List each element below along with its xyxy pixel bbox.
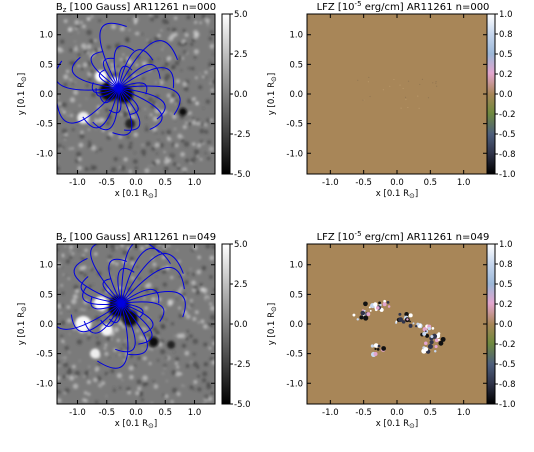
y-tick-label: -0.5: [286, 120, 303, 130]
x-tick-label: 0.5: [424, 178, 438, 188]
colorbar-tick-label: -0.5: [499, 360, 516, 370]
y-tick-label: 1.0: [39, 31, 53, 41]
colorbar-tick-label: -0.5: [499, 130, 516, 140]
colorbar-tick-label: 0.2: [499, 70, 513, 80]
y-tick-label: 1.0: [289, 31, 303, 41]
x-tick-label: 0.5: [158, 178, 172, 188]
panel-title: LFZ [10-5 erg/cm] AR11261 n=049: [317, 230, 490, 243]
plot-image: [307, 244, 487, 404]
x-tick-label: 0.5: [424, 408, 438, 418]
plot-image: [57, 244, 215, 404]
colorbar-tick-label: 2.5: [234, 280, 248, 290]
panel-title: LFZ [10-5 erg/cm] AR11261 n=000: [317, 0, 490, 13]
y-tick-label: 1.0: [289, 261, 303, 271]
colorbar: 5.0 2.5 0.0 -2.5 -5.0: [221, 10, 251, 180]
x-tick-label: 1.0: [188, 178, 202, 188]
colorbar: 1.0 0.8 0.5 0.2 0.0 -0.2 -0.5 -0.8 -1.0: [486, 10, 516, 180]
x-axis-label: x [0.1 R⊙]: [115, 419, 157, 430]
field-lines: [57, 244, 186, 369]
colorbar-tick-label: 0.5: [499, 280, 513, 290]
y-tick-label: 0.0: [39, 320, 53, 330]
colorbar-tick-label: -0.2: [499, 340, 516, 350]
y-tick-label: 1.0: [39, 261, 53, 271]
y-tick-label: 0.5: [289, 290, 303, 300]
lfz-features: [357, 76, 438, 109]
y-axis-label: y [0.1 R⊙]: [267, 73, 278, 115]
colorbar-tick-label: -5.0: [234, 170, 251, 180]
colorbar-tick-label: -5.0: [234, 400, 251, 410]
y-axis-label: y [0.1 R⊙]: [17, 303, 28, 345]
y-tick-label: 0.0: [289, 320, 303, 330]
colorbar-tick-label: 5.0: [234, 240, 248, 250]
x-tick-label: -1.0: [69, 408, 86, 418]
y-axis-label: y [0.1 R⊙]: [17, 73, 28, 115]
x-tick-label: -1.0: [322, 178, 339, 188]
panel-title: Bz [100 Gauss] AR11261 n=000: [56, 2, 216, 14]
plot-image: [307, 14, 487, 174]
y-tick-label: 0.5: [39, 290, 53, 300]
panel-0: -1.0 -0.5 0.0 0.5 1.0 1.0 0.5 0.0 -0.5 -1.0 x [0.1…: [17, 2, 251, 200]
field-lines: [57, 22, 181, 136]
colorbar-tick-label: -0.8: [499, 380, 516, 390]
x-tick-label: 0.0: [129, 408, 143, 418]
colorbar-tick-label: -0.8: [499, 150, 516, 160]
x-tick-label: 1.0: [457, 178, 471, 188]
x-axis-label: x [0.1 R⊙]: [376, 419, 418, 430]
colorbar-tick-label: 2.5: [234, 50, 248, 60]
x-tick-label: 1.0: [188, 408, 202, 418]
colorbar-tick-label: 0.0: [499, 90, 513, 100]
y-tick-label: -0.5: [36, 120, 53, 130]
lfz-features: [352, 299, 446, 358]
colorbar: 5.0 2.5 0.0 -2.5 -5.0: [221, 240, 251, 410]
colorbar-tick-label: 0.8: [499, 260, 513, 270]
colorbar-tick-label: 5.0: [234, 10, 248, 20]
y-tick-label: 0.5: [289, 60, 303, 70]
x-tick-label: 0.5: [158, 408, 172, 418]
colorbar-tick-label: -0.2: [499, 110, 516, 120]
colorbar-tick-label: -2.5: [234, 130, 251, 140]
y-tick-label: -1.0: [36, 379, 53, 389]
y-tick-label: -1.0: [286, 149, 303, 159]
x-axis-label: x [0.1 R⊙]: [376, 189, 418, 200]
colorbar-tick-label: -2.5: [234, 360, 251, 370]
x-axis-label: x [0.1 R⊙]: [115, 189, 157, 200]
colorbar-tick-label: 0.0: [234, 320, 248, 330]
colorbar-tick-label: 0.8: [499, 30, 513, 40]
y-axis-label: y [0.1 R⊙]: [267, 303, 278, 345]
panel-1: -1.0 -0.5 0.0 0.5 1.0 1.0 0.5 0.0 -0.5 -1.0 x [0.1…: [267, 0, 516, 200]
x-tick-label: -1.0: [69, 178, 86, 188]
colorbar-tick-label: 0.5: [499, 50, 513, 60]
x-tick-label: -0.5: [355, 178, 372, 188]
x-tick-label: 0.0: [129, 178, 143, 188]
plot-image: [57, 14, 215, 174]
colorbar-tick-label: 0.0: [234, 90, 248, 100]
y-tick-label: -1.0: [36, 149, 53, 159]
y-tick-label: 0.0: [39, 90, 53, 100]
colorbar-tick-label: 1.0: [499, 240, 513, 250]
colorbar-tick-label: 0.0: [499, 320, 513, 330]
panel-3: -1.0 -0.5 0.0 0.5 1.0 1.0 0.5 0.0 -0.5 -1.0 x [0.1…: [267, 230, 516, 430]
y-tick-label: -0.5: [286, 350, 303, 360]
colorbar-tick-label: 0.2: [499, 300, 513, 310]
y-tick-label: -0.5: [36, 350, 53, 360]
colorbar-tick-label: 1.0: [499, 10, 513, 20]
panel-2: -1.0 -0.5 0.0 0.5 1.0 1.0 0.5 0.0 -0.5 -1.0 x [0.1…: [17, 232, 251, 430]
y-tick-label: 0.5: [39, 60, 53, 70]
x-tick-label: 0.0: [390, 408, 404, 418]
x-tick-label: -1.0: [322, 408, 339, 418]
x-tick-label: -0.5: [98, 178, 115, 188]
panel-title: Bz [100 Gauss] AR11261 n=049: [56, 232, 216, 244]
y-tick-label: 0.0: [289, 90, 303, 100]
x-tick-label: -0.5: [98, 408, 115, 418]
y-tick-label: -1.0: [286, 379, 303, 389]
colorbar: 1.0 0.8 0.5 0.2 0.0 -0.2 -0.5 -0.8 -1.0: [486, 240, 516, 410]
colorbar-tick-label: -1.0: [499, 170, 516, 180]
x-tick-label: 0.0: [390, 178, 404, 188]
x-tick-label: -0.5: [355, 408, 372, 418]
colorbar-tick-label: -1.0: [499, 400, 516, 410]
x-tick-label: 1.0: [457, 408, 471, 418]
